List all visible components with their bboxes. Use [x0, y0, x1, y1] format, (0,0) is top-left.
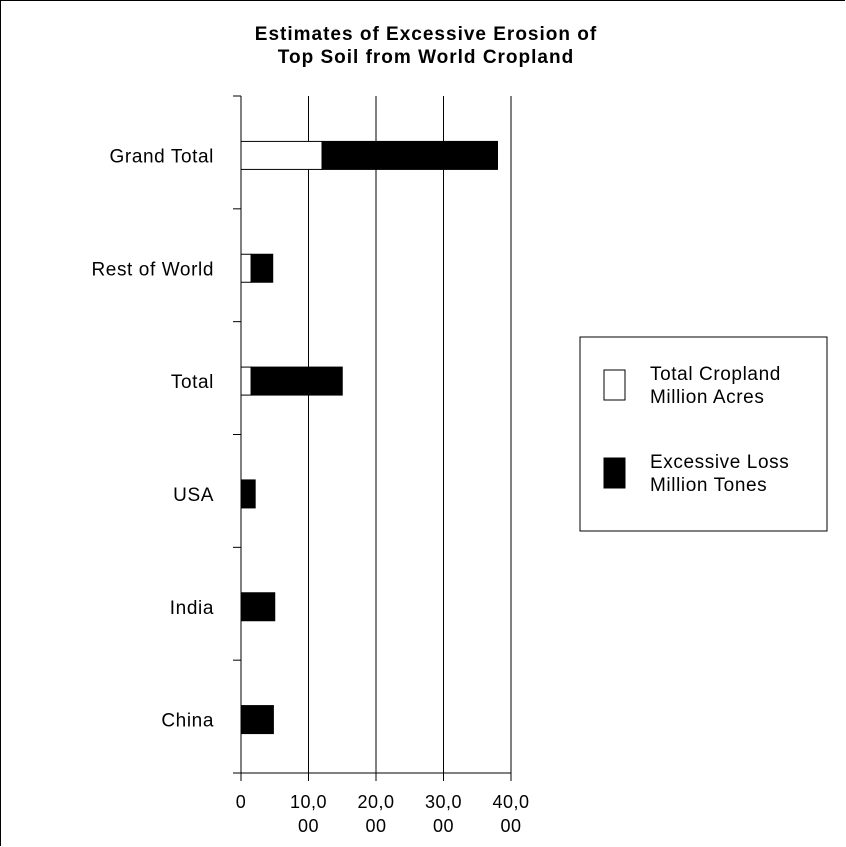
- bar-grand-total-series-1: [240, 140, 323, 170]
- legend-label-2-line-2: Million Tones: [650, 475, 767, 496]
- legend-label-1-line-1: Total Cropland: [650, 364, 781, 385]
- x-tick-label-0-line-1: 0: [236, 792, 247, 812]
- chart-title-line-1: Estimates of Excessive Erosion of: [255, 24, 597, 45]
- legend-label-2-line-1: Excessive Loss: [650, 452, 789, 473]
- x-tick-label-2-line-2: 00: [365, 816, 386, 836]
- x-tick-label-1-line-1: 10,0: [290, 792, 327, 812]
- bar-usa-series-2: [240, 479, 256, 509]
- x-tick-label-3-line-2: 00: [433, 816, 454, 836]
- legend-box: [579, 336, 828, 532]
- category-label-india: India: [170, 598, 214, 619]
- axes: [233, 95, 512, 781]
- category-label-grand-total: Grand Total: [110, 146, 214, 167]
- category-labels: Grand Total Rest of World Total USA India Chi…: [91, 146, 214, 732]
- legend-swatch-1: [603, 369, 626, 401]
- bar-india-series-2: [240, 592, 276, 622]
- category-label-rest-of-world: Rest of World: [91, 259, 214, 280]
- x-tick-label-4-line-2: 00: [500, 816, 521, 836]
- x-tick-label-2-line-1: 20,0: [357, 792, 394, 812]
- bar-total-series-1: [240, 366, 252, 396]
- x-tick-labels: 0 10,0 00 20,0 00 30,0 00 40,0 00: [236, 792, 529, 836]
- x-tick-label-3-line-1: 30,0: [425, 792, 462, 812]
- category-label-usa: USA: [173, 485, 214, 506]
- bar-grand-total-series-2: [321, 140, 498, 170]
- category-label-china: China: [161, 711, 214, 732]
- legend-swatch-2: [603, 457, 626, 489]
- gridlines: [308, 96, 512, 773]
- bar-china-series-2: [240, 705, 274, 735]
- legend-label-1-line-2: Million Acres: [650, 387, 764, 408]
- x-tick-label-1-line-2: 00: [298, 816, 319, 836]
- x-tick-label-4-line-1: 40,0: [492, 792, 529, 812]
- bar-total-series-2: [250, 366, 343, 396]
- bar-rest-of-world-series-1: [240, 253, 252, 283]
- category-label-total: Total: [171, 372, 214, 393]
- chart-title-line-2: Top Soil from World Cropland: [278, 47, 574, 68]
- bar-rest-of-world-series-2: [250, 253, 274, 283]
- bars: [240, 140, 498, 735]
